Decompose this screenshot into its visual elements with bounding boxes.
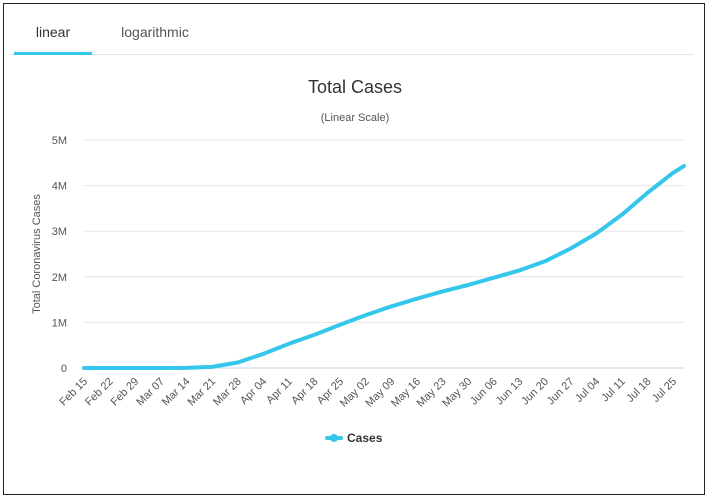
tab-logarithmic-label: logarithmic xyxy=(121,24,189,40)
y-tick-label: 1M xyxy=(52,317,67,329)
series-group xyxy=(82,164,686,370)
tab-linear[interactable]: linear xyxy=(14,20,92,55)
tab-active-underline xyxy=(14,52,92,55)
chart-frame xyxy=(3,3,705,495)
series-line-cases[interactable] xyxy=(82,164,686,370)
y-tick-label: 0 xyxy=(61,363,67,375)
y-tick-label: 5M xyxy=(52,135,67,147)
legend-label-cases[interactable]: Cases xyxy=(347,431,383,445)
x-tick-label: Jun 06 xyxy=(468,376,500,408)
x-tick-label: May 30 xyxy=(440,376,474,410)
y-tick-label: 2M xyxy=(52,272,67,284)
x-tick-label: Apr 04 xyxy=(238,376,269,407)
y-axis-label: Total Coronavirus Cases xyxy=(31,194,43,314)
x-tick-label: Jun 13 xyxy=(494,376,526,408)
y-tick-label: 3M xyxy=(52,226,67,238)
y-tick-label: 4M xyxy=(52,181,67,193)
scale-tabs: linear logarithmic xyxy=(10,20,694,55)
x-tick-label: Apr 18 xyxy=(289,376,320,407)
x-tick-label: Jun 20 xyxy=(519,376,551,408)
x-tick-label: Apr 11 xyxy=(264,376,295,407)
tab-logarithmic[interactable]: logarithmic xyxy=(110,20,200,53)
tab-linear-label: linear xyxy=(35,24,71,40)
x-tick-label: Jul 11 xyxy=(599,376,628,405)
x-tick-label: Mar 28 xyxy=(211,376,244,409)
chart-title: Total Cases xyxy=(308,77,402,97)
chart-subtitle: (Linear Scale) xyxy=(321,112,389,124)
y-axis-ticks: 0 1M 2M 3M 4M 5M xyxy=(52,135,67,375)
x-tick-label: Jun 27 xyxy=(545,376,577,408)
x-tick-label: Jul 25 xyxy=(650,376,679,405)
legend[interactable]: Cases xyxy=(325,431,383,445)
x-tick-label: Jul 04 xyxy=(573,376,602,405)
x-tick-label: Jul 18 xyxy=(624,376,653,405)
grid-lines xyxy=(84,139,684,369)
legend-marker xyxy=(330,434,338,442)
